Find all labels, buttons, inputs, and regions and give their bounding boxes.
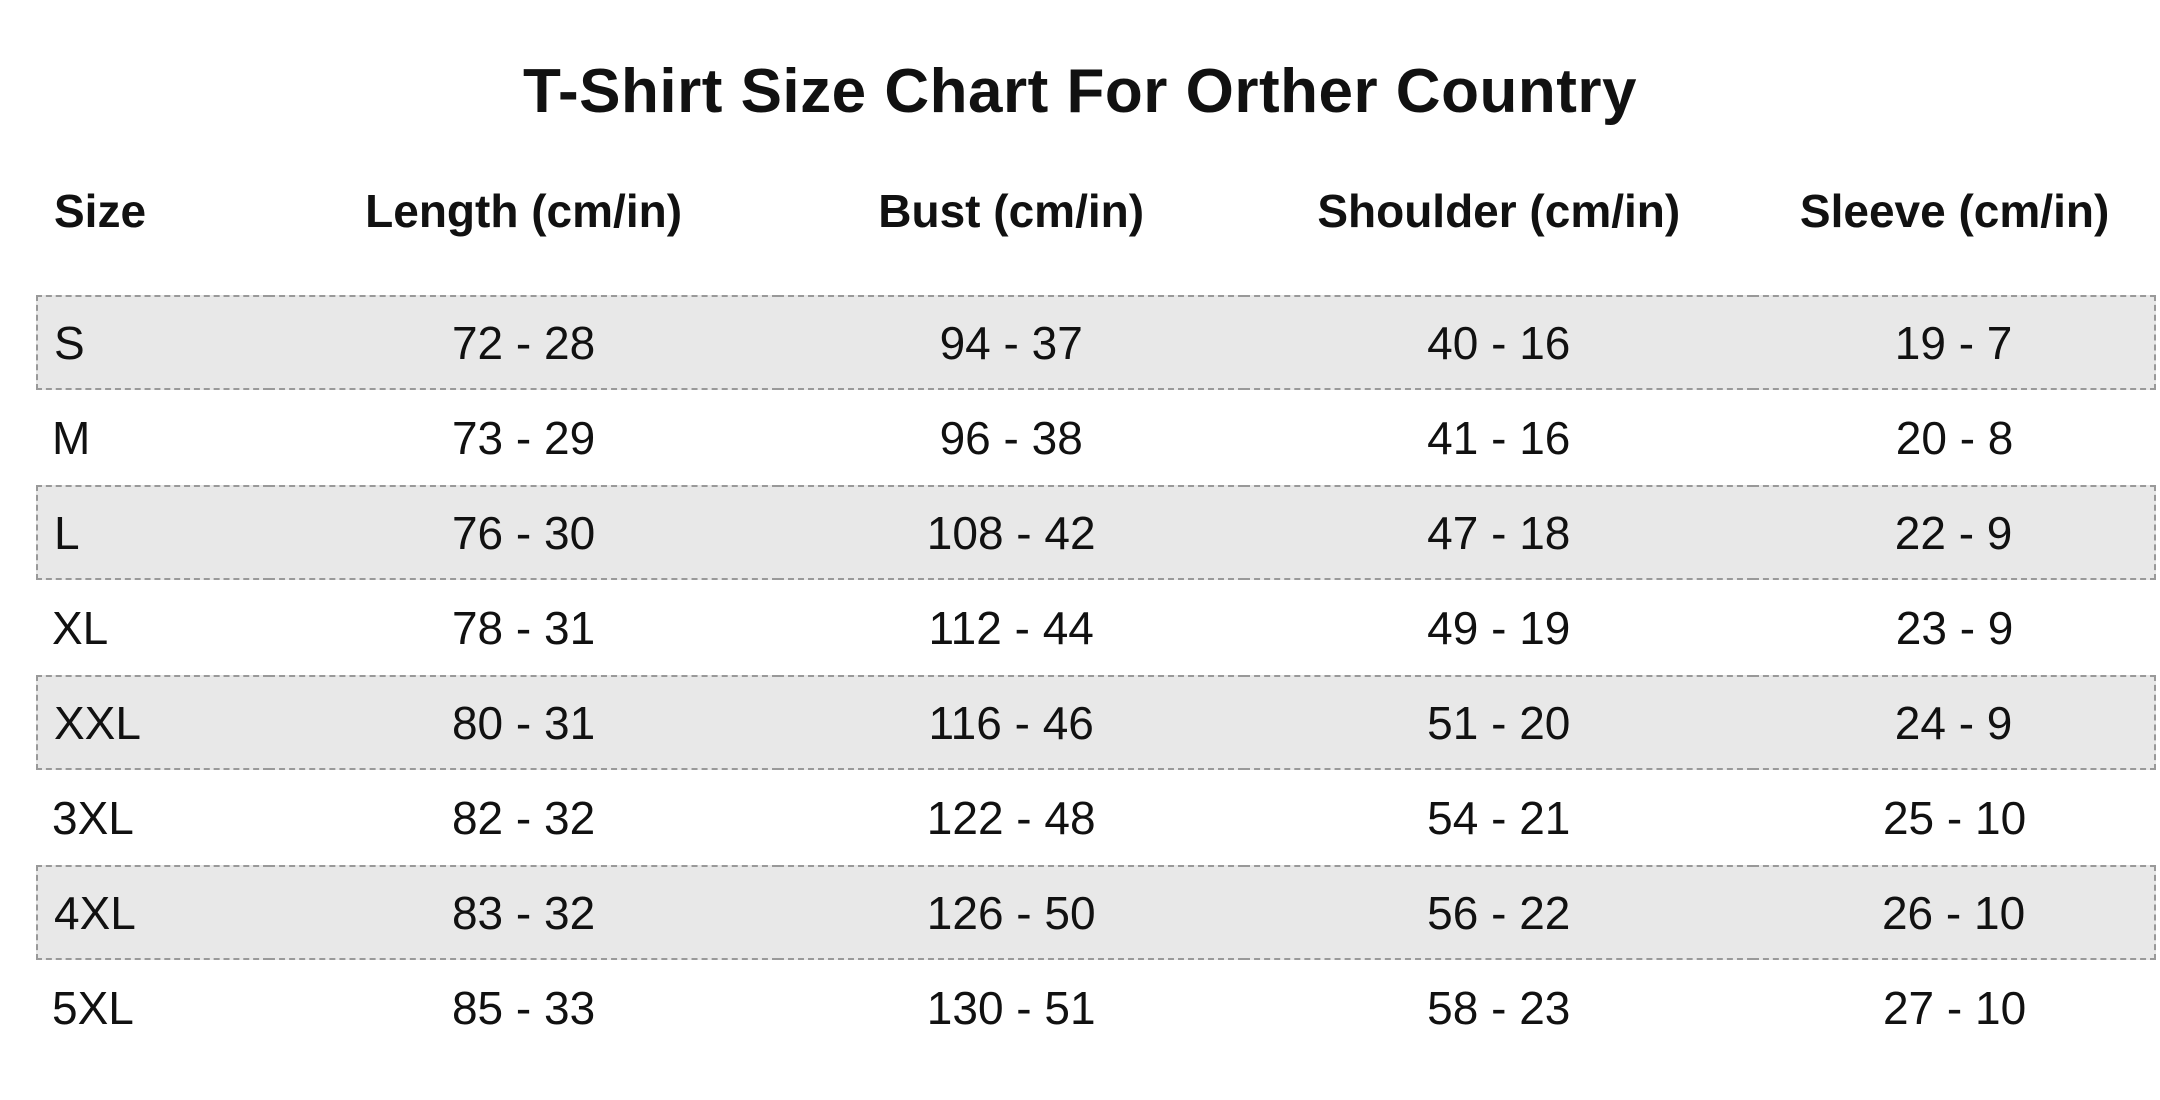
cell-bust: 130 - 51 — [926, 981, 1096, 1034]
cell-length: 73 - 29 — [451, 411, 596, 464]
header-row: Size Length (cm/in) Bust (cm/in) Shoulde… — [36, 127, 2156, 295]
cell-length: 80 - 31 — [269, 675, 778, 770]
cell-size: 4XL — [36, 865, 270, 960]
cell-sleeve: 23 - 9 — [1895, 601, 2014, 654]
page-title: T-Shirt Size Chart For Orther Country — [523, 57, 1637, 126]
cell-length: 78 - 31 — [451, 601, 596, 654]
cell-sleeve: 22 - 9 — [1753, 485, 2156, 580]
table-row: 4XL 83 - 32 126 - 50 56 - 22 26 - 10 — [36, 865, 2156, 960]
cell-shoulder: 47 - 18 — [1244, 485, 1754, 580]
cell-shoulder: 54 - 21 — [1427, 791, 1571, 844]
cell-size: 3XL — [52, 791, 134, 844]
column-header-shoulder: Shoulder (cm/in) — [1317, 185, 1681, 237]
cell-shoulder: 49 - 19 — [1427, 601, 1571, 654]
cell-sleeve: 20 - 8 — [1895, 411, 2014, 464]
cell-sleeve: 26 - 10 — [1753, 865, 2156, 960]
cell-length: 76 - 30 — [269, 485, 778, 580]
cell-sleeve: 19 - 7 — [1753, 295, 2156, 390]
table-row: M 73 - 29 96 - 38 41 - 16 20 - 8 — [36, 390, 2156, 485]
cell-size: XL — [52, 601, 109, 654]
cell-bust: 126 - 50 — [777, 865, 1245, 960]
cell-size: M — [52, 411, 91, 464]
cell-shoulder: 51 - 20 — [1244, 675, 1754, 770]
size-chart-table: Size Length (cm/in) Bust (cm/in) Shoulde… — [36, 127, 2156, 1055]
column-header-bust: Bust (cm/in) — [878, 185, 1145, 237]
cell-bust: 108 - 42 — [777, 485, 1245, 580]
table-row: XXL 80 - 31 116 - 46 51 - 20 24 - 9 — [36, 675, 2156, 770]
table-row: 3XL 82 - 32 122 - 48 54 - 21 25 - 10 — [36, 770, 2156, 865]
table-header: Size Length (cm/in) Bust (cm/in) Shoulde… — [36, 127, 2156, 295]
cell-length: 85 - 33 — [451, 981, 596, 1034]
cell-bust: 96 - 38 — [939, 411, 1083, 464]
column-header-size: Size — [54, 185, 147, 237]
column-header-sleeve: Sleeve (cm/in) — [1799, 185, 2110, 237]
cell-sleeve: 25 - 10 — [1882, 791, 2027, 844]
cell-length: 72 - 28 — [269, 295, 778, 390]
cell-shoulder: 41 - 16 — [1427, 411, 1571, 464]
cell-length: 82 - 32 — [451, 791, 596, 844]
cell-length: 83 - 32 — [269, 865, 778, 960]
cell-sleeve: 27 - 10 — [1882, 981, 2027, 1034]
table-row: L 76 - 30 108 - 42 47 - 18 22 - 9 — [36, 485, 2156, 580]
cell-size: 5XL — [52, 981, 134, 1034]
table-row: 5XL 85 - 33 130 - 51 58 - 23 27 - 10 — [36, 960, 2156, 1055]
table-row: XL 78 - 31 112 - 44 49 - 19 23 - 9 — [36, 580, 2156, 675]
cell-shoulder: 56 - 22 — [1244, 865, 1754, 960]
table-row: S 72 - 28 94 - 37 40 - 16 19 - 7 — [36, 295, 2156, 390]
cell-size: S — [36, 295, 270, 390]
cell-bust: 122 - 48 — [926, 791, 1096, 844]
cell-bust: 94 - 37 — [777, 295, 1245, 390]
cell-bust: 116 - 46 — [777, 675, 1245, 770]
cell-sleeve: 24 - 9 — [1753, 675, 2156, 770]
table-body: S 72 - 28 94 - 37 40 - 16 19 - 7 M 73 - 29 96 -… — [36, 295, 2156, 1055]
cell-size: L — [36, 485, 270, 580]
column-header-length: Length (cm/in) — [365, 185, 683, 237]
cell-shoulder: 58 - 23 — [1427, 981, 1571, 1034]
cell-shoulder: 40 - 16 — [1244, 295, 1754, 390]
cell-size: XXL — [36, 675, 270, 770]
cell-bust: 112 - 44 — [928, 601, 1094, 654]
